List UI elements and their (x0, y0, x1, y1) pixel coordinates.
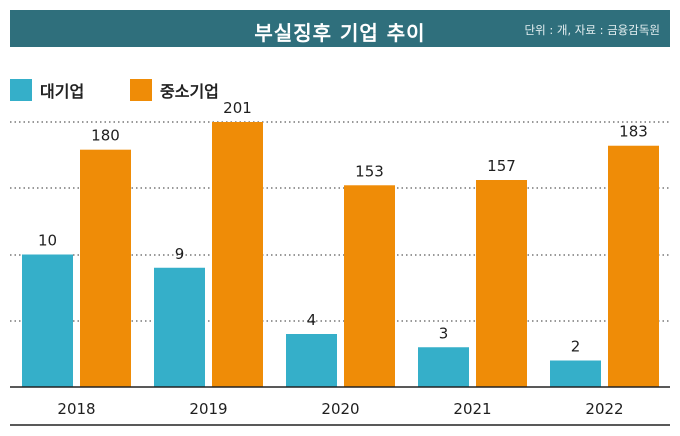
title-bar: 부실징후 기업 추이 단위 : 개, 자료 : 금융감독원 (10, 10, 670, 47)
bar-sme-2019 (212, 122, 263, 387)
legend-swatch-large (10, 79, 32, 101)
x-tick-label-2018: 2018 (57, 400, 95, 418)
legend-label-sme: 중소기업 (160, 82, 219, 101)
data-label-sme-2019: 201 (223, 99, 252, 117)
bar-large-2018 (22, 254, 73, 387)
data-label-large-2019: 9 (175, 245, 185, 263)
x-tick-label-2022: 2022 (585, 400, 623, 418)
x-tick-label-2020: 2020 (321, 400, 359, 418)
source-note: 단위 : 개, 자료 : 금융감독원 (524, 23, 660, 37)
chart-title: 부실징후 기업 추이 (254, 21, 426, 45)
bar-large-2020 (286, 334, 337, 387)
data-label-sme-2020: 153 (355, 162, 384, 180)
data-label-sme-2018: 180 (91, 127, 120, 145)
legend-item-large: 대기업 (10, 78, 84, 102)
bar-sme-2018 (80, 149, 131, 387)
legend-label-large: 대기업 (40, 82, 85, 101)
bar-large-2021 (418, 347, 469, 387)
bar-sme-2021 (476, 180, 527, 387)
bar-sme-2020 (344, 185, 395, 387)
data-label-sme-2022: 183 (619, 123, 648, 141)
data-label-large-2022: 2 (571, 338, 581, 356)
data-label-sme-2021: 157 (487, 157, 516, 175)
bar-sme-2022 (608, 145, 659, 387)
x-tick-label-2019: 2019 (189, 400, 227, 418)
x-tick-label-2021: 2021 (453, 400, 491, 418)
legend-swatch-sme (130, 79, 152, 101)
legend-item-sme: 중소기업 (130, 78, 219, 102)
data-label-large-2020: 4 (307, 311, 317, 329)
data-label-large-2018: 10 (38, 232, 57, 250)
bar-large-2022 (550, 360, 601, 387)
data-label-large-2021: 3 (439, 324, 449, 342)
bar-large-2019 (154, 267, 205, 387)
